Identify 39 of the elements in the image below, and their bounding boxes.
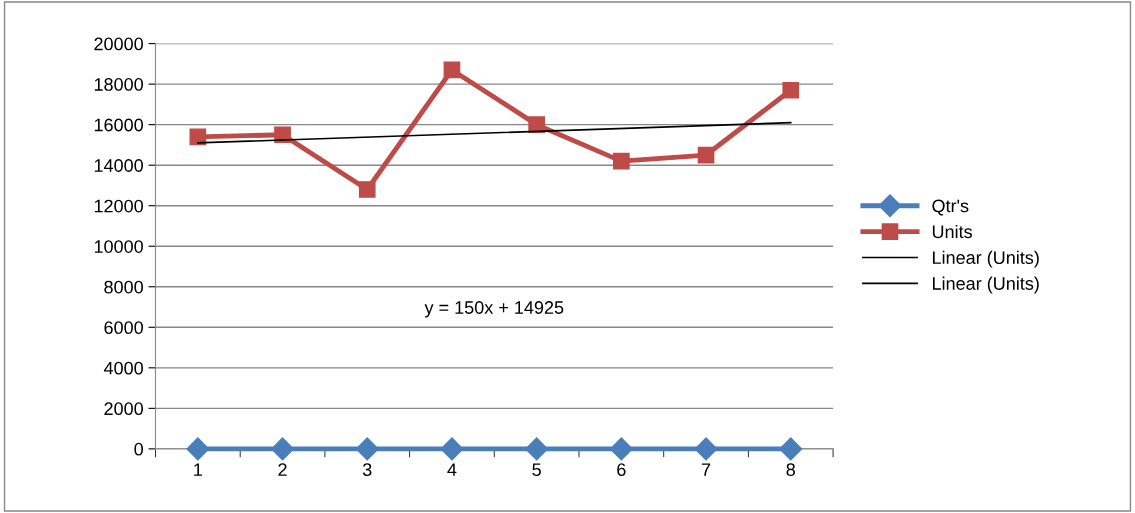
x-tick-label: 8 [786,463,795,477]
point [694,437,718,461]
y-tick-label: 16000 [94,118,143,132]
y-tick-label: 10000 [94,240,143,253]
annotation: y = 150x + 14925 [424,301,564,318]
point [697,146,715,164]
y-tick-label: 2000 [104,402,143,416]
y-tick-label: 8000 [104,280,143,294]
point [525,437,549,461]
y-tick-label: 12000 [94,199,143,213]
y-tick-label: 14000 [94,159,143,172]
point [355,437,379,461]
y-tick-label: 4000 [103,361,143,375]
y-tick-label: 20000 [94,37,143,51]
y-tick-label: 18000 [94,78,143,91]
legend-label: Linear (Units) [932,276,1039,294]
point [609,437,633,461]
legend-label: Qtr's [932,199,969,216]
y-tick-label: 0 [134,442,143,456]
x-tick-label: 4 [447,463,457,476]
legend-label: Units [932,224,972,239]
x-tick-label: 6 [617,463,626,477]
point [528,116,545,133]
point [779,437,803,461]
point [186,437,210,461]
point [271,437,295,461]
x-tick-label: 5 [532,463,541,477]
x-tick-label: 2 [278,463,287,476]
x-tick-label: 3 [362,463,372,477]
point [782,81,800,99]
point [358,181,376,198]
point [189,128,207,146]
point [613,152,630,170]
y-tick-label: 6000 [104,321,143,335]
point [443,61,461,79]
legend-label: Linear (Units) [932,250,1039,268]
x-tick-label: 1 [194,463,202,476]
point [440,437,464,461]
x-tick-label: 7 [701,463,711,476]
